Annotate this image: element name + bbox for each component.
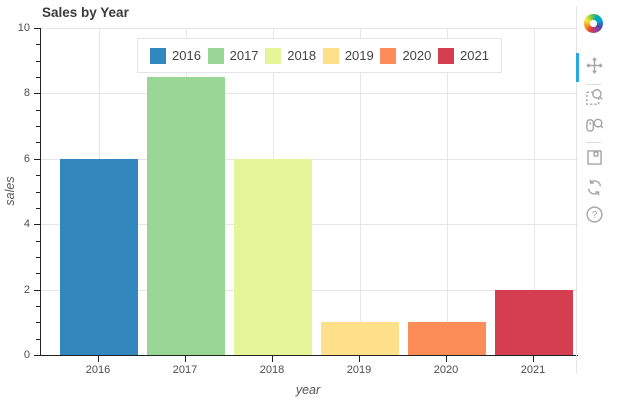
y-tick-label: 8	[23, 87, 30, 99]
y-minor-tick	[36, 77, 40, 78]
bar-2016	[60, 159, 138, 355]
y-major-tick	[34, 28, 40, 29]
toolbar-divider	[586, 84, 601, 85]
bokeh-logo[interactable]	[584, 14, 603, 33]
gridline	[360, 28, 361, 355]
move-arrows-icon	[585, 56, 604, 78]
floppy-disk-icon	[585, 148, 604, 170]
bar-2019	[321, 322, 399, 355]
legend-item-2017: 2017	[207, 47, 259, 64]
toolbar-separator	[576, 6, 577, 374]
svg-text:?: ?	[591, 210, 597, 221]
y-minor-tick	[36, 306, 40, 307]
tool-box-zoom-button[interactable]	[582, 86, 606, 110]
x-major-tick	[533, 356, 534, 362]
y-major-tick	[34, 93, 40, 94]
legend: 2016 2017 2018 2019 2020 2021	[137, 38, 502, 73]
y-tick-label: 4	[23, 218, 30, 230]
y-tick-label: 0	[23, 349, 30, 361]
gridline	[41, 93, 578, 95]
legend-item-2021: 2021	[438, 47, 489, 64]
bar-2018	[234, 159, 312, 355]
legend-item-2019: 2019	[322, 47, 374, 64]
y-minor-tick	[36, 208, 40, 209]
tool-pan-button[interactable]	[582, 55, 606, 79]
x-axis-label: year	[295, 383, 321, 397]
legend-item-2018: 2018	[265, 47, 317, 64]
x-tick-label: 2018	[259, 364, 285, 376]
x-tick-label: 2017	[172, 364, 198, 376]
x-tick-label: 2019	[346, 364, 372, 376]
legend-swatch-2018	[265, 47, 282, 64]
y-minor-tick	[36, 175, 40, 176]
legend-swatch-2020	[380, 47, 397, 64]
tool-wheel-zoom-button[interactable]	[582, 114, 606, 138]
y-minor-tick	[36, 241, 40, 242]
bar-2020	[408, 322, 486, 355]
legend-label: 2020	[402, 48, 432, 63]
legend-swatch-2017	[207, 47, 224, 64]
y-minor-tick	[36, 110, 40, 111]
bar-2021	[495, 290, 573, 355]
x-major-tick	[446, 356, 447, 362]
y-minor-tick	[36, 257, 40, 258]
legend-label: 2017	[229, 48, 259, 63]
x-major-tick	[185, 356, 186, 362]
gridline	[534, 28, 535, 355]
legend-label: 2016	[172, 48, 201, 63]
y-tick-label: 6	[23, 153, 30, 165]
y-minor-tick	[36, 126, 40, 127]
active-tool-indicator	[576, 53, 579, 82]
y-minor-tick	[36, 339, 40, 340]
x-major-tick	[98, 356, 99, 362]
x-axis: 2016 2017 2018 2019 2020 2021	[40, 356, 577, 382]
legend-swatch-2021	[438, 47, 455, 64]
legend-swatch-2019	[322, 47, 339, 64]
tool-reset-button[interactable]	[582, 177, 606, 201]
y-tick-label: 2	[23, 284, 30, 296]
x-major-tick	[272, 356, 273, 362]
y-axis-label: sales	[3, 176, 17, 206]
y-minor-tick	[36, 322, 40, 323]
magnifier-box-icon	[585, 87, 604, 109]
y-major-tick	[34, 355, 40, 356]
legend-label: 2019	[344, 48, 374, 63]
y-major-tick	[34, 290, 40, 291]
legend-swatch-2016	[150, 47, 166, 64]
tool-help-button[interactable]: ?	[582, 204, 606, 228]
legend-item-2020: 2020	[380, 47, 432, 64]
x-tick-label: 2016	[85, 364, 111, 376]
circular-arrows-icon	[585, 178, 604, 200]
toolbar: ?	[576, 0, 631, 409]
y-major-tick	[34, 224, 40, 225]
gridline	[447, 28, 448, 355]
y-major-tick	[34, 159, 40, 160]
legend-label: 2018	[287, 48, 317, 63]
y-minor-tick	[36, 273, 40, 274]
y-tick-label: 10	[17, 22, 30, 34]
question-mark-icon: ?	[585, 205, 604, 227]
chart-title: Sales by Year	[42, 5, 129, 20]
y-minor-tick	[36, 192, 40, 193]
gridline	[41, 28, 578, 29]
toolbar-divider	[586, 142, 601, 143]
tool-save-button[interactable]	[582, 147, 606, 171]
x-tick-label: 2021	[520, 364, 546, 376]
legend-item-2016: 2016	[150, 47, 201, 64]
y-minor-tick	[36, 142, 40, 143]
plot-area[interactable]	[40, 28, 578, 356]
legend-label: 2021	[460, 48, 489, 63]
y-axis: 0 2 4 6 8 10	[0, 22, 40, 361]
y-minor-tick	[36, 44, 40, 45]
mouse-magnifier-icon	[585, 115, 604, 137]
x-major-tick	[359, 356, 360, 362]
x-tick-label: 2020	[433, 364, 459, 376]
y-minor-tick	[36, 61, 40, 62]
bar-2017	[147, 77, 225, 355]
